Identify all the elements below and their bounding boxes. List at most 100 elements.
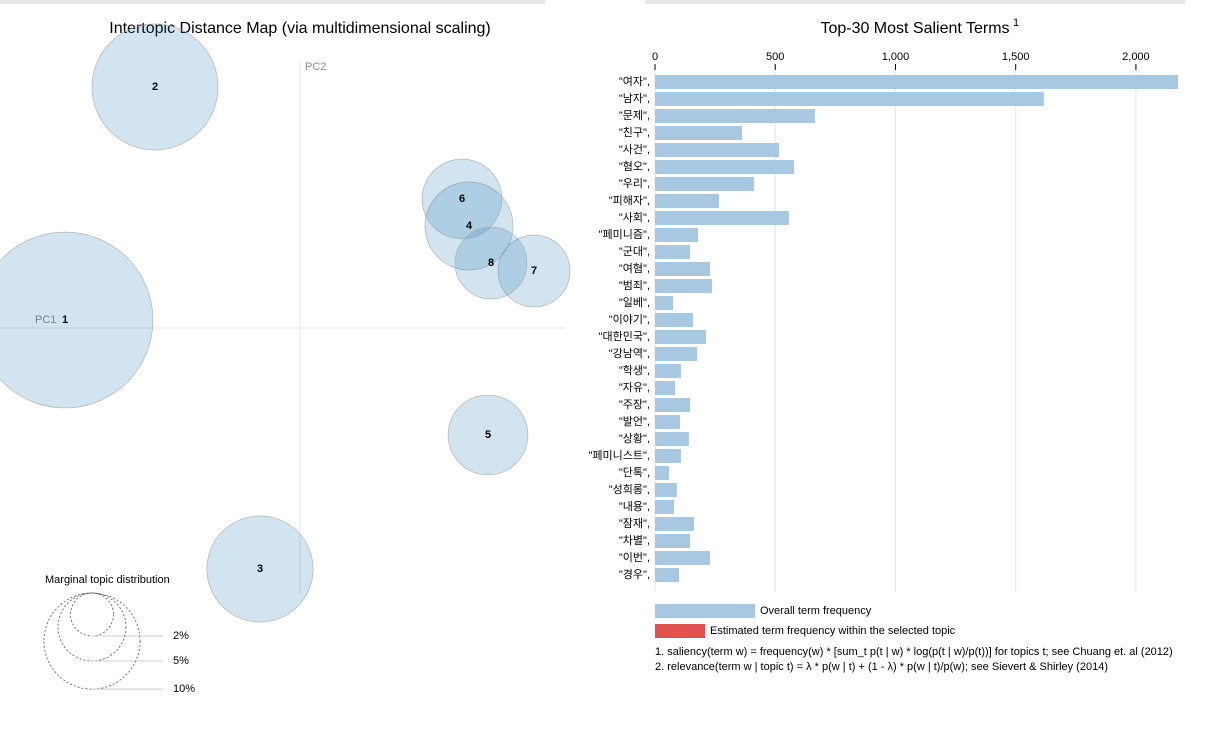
term-label: "강남역", [609,347,650,360]
footnote: 1. saliency(term w) = frequency(w) * [su… [655,646,1173,658]
size-legend-circle [43,592,141,690]
term-label: "이번", [619,551,650,564]
term-label: "여혐", [619,262,650,275]
bar [655,211,789,225]
x-tick-label: 2,000 [1122,51,1150,63]
term-label: "성희롱", [609,483,650,496]
panel-bar [0,0,545,4]
term-label: "사회", [619,211,650,224]
topic-circle [91,23,219,151]
term-label: "차별", [619,534,650,547]
term-label: "상황", [619,432,650,445]
bar [655,262,711,276]
bar [655,517,694,531]
term-label: "경우", [619,568,650,581]
bar [655,92,1044,106]
topic-circle [454,226,528,300]
size-legend-label: 5% [173,655,189,667]
topic-circle [424,181,514,271]
pc1-label: PC1 [35,314,56,326]
term-label: "페미니스트", [589,449,650,462]
bar [655,228,699,242]
bar [655,279,712,293]
topic-circle [206,515,314,623]
legend-swatch [655,624,705,638]
term-label: "친구", [619,126,650,139]
size-legend-label: 10% [173,683,195,695]
panel-bar [645,0,1185,4]
bar [655,415,681,429]
term-label: "발언", [619,415,650,428]
topic-circle [447,394,529,476]
topic-circle [421,158,503,240]
bar [655,143,780,157]
term-label: "혐오", [619,160,650,173]
term-label: "군대", [619,245,650,258]
term-label: "남자", [619,92,650,105]
term-label: "내용", [619,500,650,513]
size-legend-circle [70,592,114,637]
bar [655,313,693,327]
bar [655,160,794,174]
term-label: "여자", [619,75,650,88]
term-label: "페미니즘", [599,228,650,241]
x-tick-label: 1,000 [882,51,910,63]
bar [655,534,691,548]
term-label: "피해자", [609,193,650,207]
topic-label: 2 [152,81,158,93]
bar [655,177,755,191]
bar [655,296,674,310]
bar [655,568,680,582]
topic-label: 8 [488,257,494,269]
term-label: "잠재", [619,517,650,530]
bar [655,194,719,208]
term-label: "자유", [619,381,650,394]
size-legend-circle [57,592,127,662]
bar [655,551,711,565]
pc2-label: PC2 [305,61,326,73]
term-label: "사건", [619,143,650,156]
bar [655,330,706,344]
bar [655,364,681,378]
bar [655,126,743,140]
bar [655,483,677,497]
term-label: "학생", [619,364,650,377]
bar [655,466,669,480]
title-note: 1 [1013,17,1019,29]
term-label: "범죄", [619,279,650,292]
term-label: "주장", [619,398,650,411]
topic-label: 1 [62,314,68,326]
size-legend-title: Marginal topic distribution [45,574,170,586]
footnote: 2. relevance(term w | topic t) = λ * p(w… [655,661,1108,673]
bar [655,109,815,123]
bar [655,500,674,514]
bar-title: Top-30 Most Salient Terms [820,20,1009,37]
term-label: "단톡", [619,466,650,479]
topic-label: 4 [466,220,473,232]
term-label: "이야기", [609,313,650,326]
topic-label: 5 [485,429,491,441]
x-tick-label: 1,500 [1002,51,1030,63]
bar [655,381,675,395]
term-label: "문제", [619,109,650,122]
bar [655,347,698,361]
bar [655,75,1178,89]
topic-label: 7 [531,265,537,277]
topic-label: 3 [257,563,263,575]
size-legend-label: 2% [173,630,189,642]
topic-label: 6 [459,193,465,205]
map-title: Intertopic Distance Map (via multidimens… [109,20,491,37]
x-tick-label: 500 [766,51,784,63]
term-label: "대한민국", [599,330,650,343]
legend-label: Estimated term frequency within the sele… [710,625,956,637]
bar [655,245,691,259]
term-label: "우리", [619,177,650,190]
legend-label: Overall term frequency [760,605,872,617]
topic-circle [0,231,154,409]
term-label: "일베", [619,295,650,309]
bar [655,449,681,463]
x-tick-label: 0 [652,51,658,63]
legend-swatch [655,604,755,618]
bar [655,398,691,412]
